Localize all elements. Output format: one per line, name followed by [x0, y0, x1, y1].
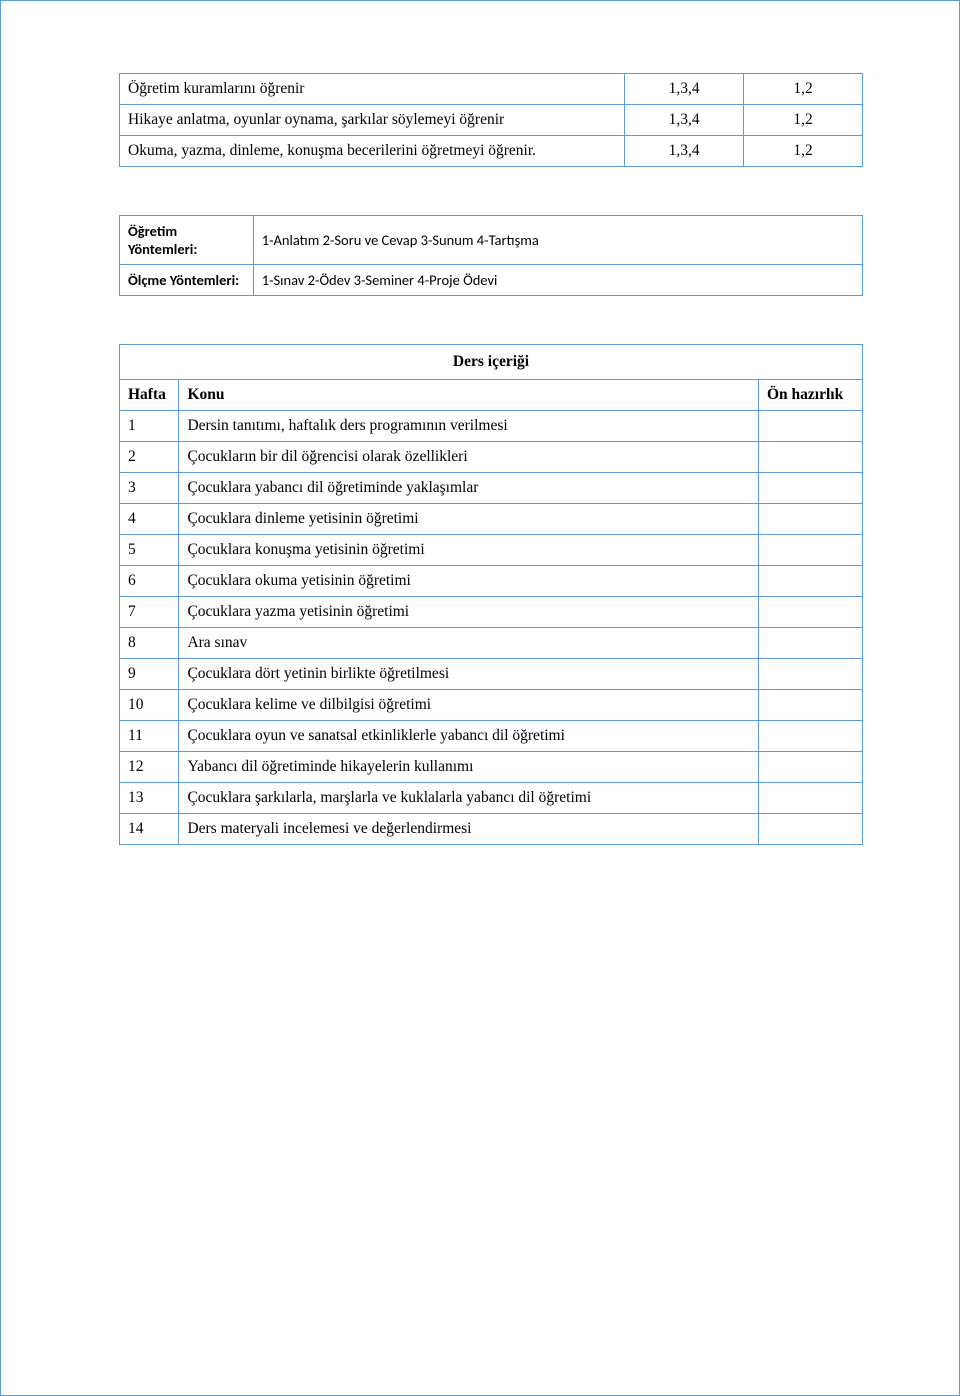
week-topic: Çocuklara dört yetinin birlikte öğretilm…: [179, 659, 759, 690]
table-row: 14 Ders materyali incelemesi ve değerlen…: [120, 814, 863, 845]
week-topic: Çocuklara oyun ve sanatsal etkinliklerle…: [179, 721, 759, 752]
week-topic: Çocukların bir dil öğrencisi olarak özel…: [179, 442, 759, 473]
week-topic: Çocuklara okuma yetisinin öğretimi: [179, 566, 759, 597]
table-row: 6 Çocuklara okuma yetisinin öğretimi: [120, 566, 863, 597]
week-topic: Yabancı dil öğretiminde hikayelerin kull…: [179, 752, 759, 783]
table-row: Öğretim kuramlarını öğrenir 1,3,4 1,2: [120, 74, 863, 105]
outcome-col3: 1,2: [744, 105, 863, 136]
week-number: 8: [120, 628, 179, 659]
week-topic: Çocuklara dinleme yetisinin öğretimi: [179, 504, 759, 535]
week-topic: Çocuklara yabancı dil öğretiminde yaklaş…: [179, 473, 759, 504]
week-number: 9: [120, 659, 179, 690]
col-header-prep: Ön hazırlık: [758, 380, 862, 411]
week-number: 2: [120, 442, 179, 473]
week-number: 12: [120, 752, 179, 783]
week-topic: Çocuklara konuşma yetisinin öğretimi: [179, 535, 759, 566]
week-number: 14: [120, 814, 179, 845]
week-number: 6: [120, 566, 179, 597]
week-topic: Ara sınav: [179, 628, 759, 659]
week-prep: [758, 783, 862, 814]
document-page: Öğretim kuramlarını öğrenir 1,3,4 1,2 Hi…: [0, 0, 960, 1396]
outcome-col2: 1,3,4: [625, 105, 744, 136]
table-row: Ölçme Yöntemleri: 1-Sınav 2-Ödev 3-Semin…: [120, 265, 863, 296]
week-prep: [758, 814, 862, 845]
table-row: 9 Çocuklara dört yetinin birlikte öğreti…: [120, 659, 863, 690]
table-row: Hafta Konu Ön hazırlık: [120, 380, 863, 411]
table-row: 5 Çocuklara konuşma yetisinin öğretimi: [120, 535, 863, 566]
table-row: 4 Çocuklara dinleme yetisinin öğretimi: [120, 504, 863, 535]
week-topic: Çocuklara kelime ve dilbilgisi öğretimi: [179, 690, 759, 721]
week-number: 1: [120, 411, 179, 442]
week-topic: Ders materyali incelemesi ve değerlendir…: [179, 814, 759, 845]
week-prep: [758, 690, 862, 721]
table-row: 8 Ara sınav: [120, 628, 863, 659]
assessment-methods-label: Ölçme Yöntemleri:: [120, 265, 254, 296]
content-title: Ders içeriği: [120, 345, 863, 380]
week-number: 11: [120, 721, 179, 752]
methods-table: Öğretim Yöntemleri: 1-Anlatım 2-Soru ve …: [119, 215, 863, 296]
outcome-text: Hikaye anlatma, oyunlar oynama, şarkılar…: [120, 105, 625, 136]
outcomes-table: Öğretim kuramlarını öğrenir 1,3,4 1,2 Hi…: [119, 73, 863, 167]
outcome-text: Okuma, yazma, dinleme, konuşma beceriler…: [120, 136, 625, 167]
outcome-text: Öğretim kuramlarını öğrenir: [120, 74, 625, 105]
week-prep: [758, 597, 862, 628]
week-number: 3: [120, 473, 179, 504]
outcome-col2: 1,3,4: [625, 136, 744, 167]
table-row: 7 Çocuklara yazma yetisinin öğretimi: [120, 597, 863, 628]
table-row: 1 Dersin tanıtımı, haftalık ders program…: [120, 411, 863, 442]
col-header-week: Hafta: [120, 380, 179, 411]
table-row: 12 Yabancı dil öğretiminde hikayelerin k…: [120, 752, 863, 783]
week-prep: [758, 535, 862, 566]
week-prep: [758, 504, 862, 535]
week-prep: [758, 752, 862, 783]
course-content-table: Ders içeriği Hafta Konu Ön hazırlık 1 De…: [119, 344, 863, 845]
table-row: Ders içeriği: [120, 345, 863, 380]
teaching-methods-label: Öğretim Yöntemleri:: [120, 216, 254, 265]
outcome-col2: 1,3,4: [625, 74, 744, 105]
week-number: 5: [120, 535, 179, 566]
week-prep: [758, 411, 862, 442]
week-number: 10: [120, 690, 179, 721]
col-header-topic: Konu: [179, 380, 759, 411]
outcome-col3: 1,2: [744, 136, 863, 167]
outcome-col3: 1,2: [744, 74, 863, 105]
table-row: Okuma, yazma, dinleme, konuşma beceriler…: [120, 136, 863, 167]
table-row: 2 Çocukların bir dil öğrencisi olarak öz…: [120, 442, 863, 473]
table-row: 3 Çocuklara yabancı dil öğretiminde yakl…: [120, 473, 863, 504]
table-row: 10 Çocuklara kelime ve dilbilgisi öğreti…: [120, 690, 863, 721]
week-prep: [758, 628, 862, 659]
week-topic: Dersin tanıtımı, haftalık ders programın…: [179, 411, 759, 442]
table-row: 13 Çocuklara şarkılarla, marşlarla ve ku…: [120, 783, 863, 814]
spacer: [119, 296, 863, 344]
week-topic: Çocuklara şarkılarla, marşlarla ve kukla…: [179, 783, 759, 814]
week-prep: [758, 721, 862, 752]
table-row: 11 Çocuklara oyun ve sanatsal etkinlikle…: [120, 721, 863, 752]
week-prep: [758, 473, 862, 504]
week-prep: [758, 659, 862, 690]
table-row: Hikaye anlatma, oyunlar oynama, şarkılar…: [120, 105, 863, 136]
spacer: [119, 167, 863, 215]
teaching-methods-value: 1-Anlatım 2-Soru ve Cevap 3-Sunum 4-Tart…: [253, 216, 862, 265]
table-row: Öğretim Yöntemleri: 1-Anlatım 2-Soru ve …: [120, 216, 863, 265]
assessment-methods-value: 1-Sınav 2-Ödev 3-Seminer 4-Proje Ödevi: [253, 265, 862, 296]
week-prep: [758, 442, 862, 473]
week-number: 4: [120, 504, 179, 535]
week-number: 7: [120, 597, 179, 628]
week-topic: Çocuklara yazma yetisinin öğretimi: [179, 597, 759, 628]
week-number: 13: [120, 783, 179, 814]
week-prep: [758, 566, 862, 597]
